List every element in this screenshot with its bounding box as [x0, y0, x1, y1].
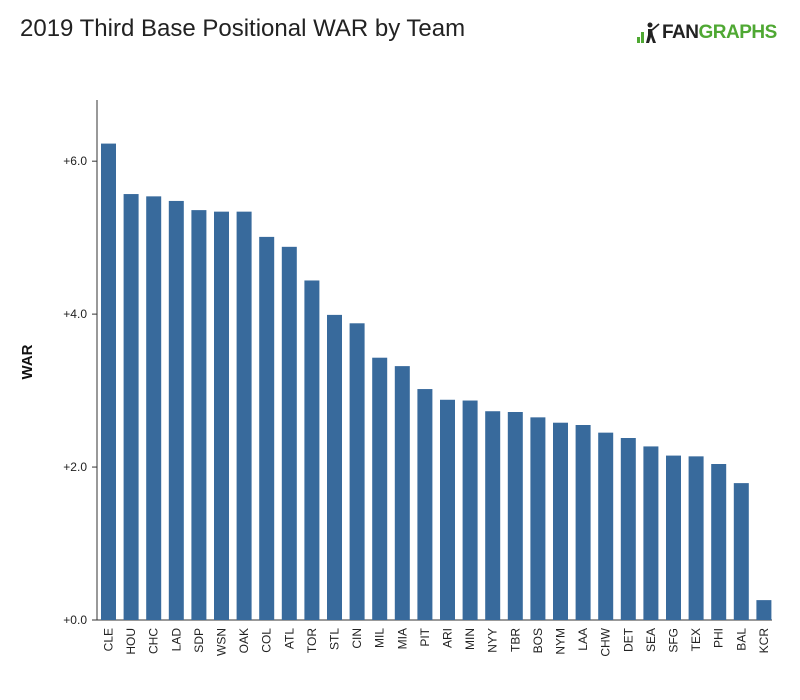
bar-laa — [575, 425, 591, 620]
x-ticks: CLE HOU CHC LAD SDP WSN OAK COL ATL TOR STL CIN MIL M… — [102, 627, 771, 656]
x-tick-label: MIN — [463, 628, 477, 650]
x-tick-label: SFG — [667, 628, 681, 653]
x-tick-label: COL — [260, 628, 274, 653]
x-tick-label: TEX — [689, 628, 703, 651]
bar-mil — [372, 357, 388, 620]
bar-tex — [688, 456, 704, 620]
bar-det — [620, 438, 636, 620]
bar-cin — [349, 323, 365, 620]
bar-nym — [553, 422, 568, 620]
fangraphs-logo-text: FANGRAPHS — [662, 22, 777, 44]
x-tick-label: PIT — [418, 627, 432, 646]
bar-col — [259, 236, 275, 620]
bar-sea — [643, 446, 659, 620]
bar-chw — [598, 432, 614, 620]
x-tick-label: BAL — [734, 628, 748, 651]
x-tick-label: LAA — [576, 628, 590, 651]
bar-wsn — [214, 211, 229, 620]
x-tick-label: BOS — [531, 628, 545, 653]
x-tick-label: KCR — [757, 628, 771, 654]
x-tick-label: CHC — [147, 628, 161, 654]
bar-hou — [123, 194, 139, 620]
x-tick-label: CIN — [350, 628, 364, 649]
bar-chc — [146, 196, 162, 620]
logo-text-fan: FAN — [662, 22, 699, 43]
x-tick-label: HOU — [124, 628, 138, 655]
bar-sfg — [666, 455, 681, 620]
bar-kcr — [756, 600, 772, 620]
fangraphs-logo: FANGRAPHS — [636, 20, 777, 46]
x-tick-label: ARI — [441, 628, 455, 648]
x-tick-label: CHW — [599, 627, 613, 656]
bar-bos — [530, 417, 546, 620]
bar-mia — [394, 366, 410, 620]
x-tick-label: WSN — [215, 628, 229, 656]
bars — [101, 143, 772, 621]
bar-nyy — [485, 411, 501, 620]
x-tick-label: STL — [328, 628, 342, 650]
bar-bal — [733, 483, 749, 620]
bar-pit — [417, 389, 433, 620]
x-tick-label: CLE — [102, 628, 116, 651]
bar-oak — [236, 211, 252, 620]
fangraphs-logo-icon — [637, 22, 660, 43]
bar-tbr — [507, 412, 523, 620]
logo-text-graphs: GRAPHS — [698, 22, 778, 43]
x-tick-label: NYM — [554, 628, 568, 655]
y-tick-label: +4.0 — [63, 307, 87, 321]
x-tick-label: SEA — [644, 628, 658, 652]
bar-ari — [440, 399, 455, 620]
bar-cle — [101, 143, 116, 620]
bar-phi — [711, 464, 727, 620]
y-axis-label: WAR — [19, 344, 36, 379]
y-tick-label: +0.0 — [63, 613, 87, 627]
bar-atl — [281, 246, 297, 620]
bar-stl — [327, 314, 342, 620]
x-tick-label: TBR — [508, 628, 522, 652]
bar-sdp — [191, 210, 207, 620]
y-tick-label: +2.0 — [63, 460, 87, 474]
y-ticks: +0.0 +2.0 +4.0 +6.0 — [63, 154, 97, 627]
x-tick-label: SDP — [192, 628, 206, 653]
x-tick-label: DET — [621, 627, 635, 652]
x-tick-label: TOR — [305, 628, 319, 653]
y-tick-label: +6.0 — [63, 154, 87, 168]
x-tick-label: OAK — [237, 628, 251, 653]
chart-title: 2019 Third Base Positional WAR by Team — [20, 15, 466, 42]
x-tick-label: ATL — [282, 628, 296, 649]
x-tick-label: NYY — [486, 628, 500, 653]
x-tick-label: MIA — [395, 628, 409, 649]
bar-min — [462, 400, 478, 620]
x-tick-label: LAD — [169, 628, 183, 652]
bar-tor — [304, 280, 320, 620]
x-tick-label: MIL — [373, 628, 387, 648]
x-tick-label: PHI — [712, 628, 726, 648]
bar-lad — [168, 200, 184, 621]
